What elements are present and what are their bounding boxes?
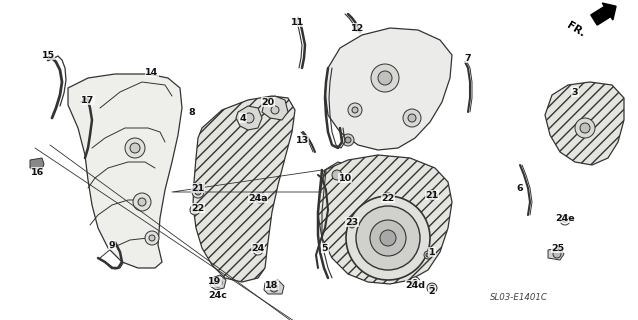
Circle shape bbox=[255, 193, 265, 203]
Text: 3: 3 bbox=[572, 87, 578, 97]
Text: 19: 19 bbox=[209, 277, 221, 286]
Polygon shape bbox=[193, 96, 295, 282]
Polygon shape bbox=[210, 275, 226, 290]
Circle shape bbox=[580, 123, 590, 133]
Circle shape bbox=[193, 208, 197, 212]
Circle shape bbox=[424, 251, 432, 259]
Circle shape bbox=[271, 106, 279, 114]
Circle shape bbox=[349, 222, 355, 228]
Circle shape bbox=[403, 109, 421, 127]
Polygon shape bbox=[262, 96, 288, 120]
Polygon shape bbox=[545, 82, 624, 165]
Circle shape bbox=[345, 137, 351, 143]
Text: 24e: 24e bbox=[555, 213, 575, 222]
Circle shape bbox=[427, 190, 437, 200]
Polygon shape bbox=[591, 3, 616, 25]
Circle shape bbox=[133, 193, 151, 211]
Text: 21: 21 bbox=[191, 183, 205, 193]
Circle shape bbox=[371, 64, 399, 92]
Text: 8: 8 bbox=[189, 108, 195, 116]
Text: 12: 12 bbox=[352, 23, 365, 33]
Circle shape bbox=[380, 230, 396, 246]
Circle shape bbox=[149, 235, 155, 241]
Circle shape bbox=[381, 193, 395, 207]
Circle shape bbox=[553, 250, 561, 258]
Text: 23: 23 bbox=[345, 218, 359, 227]
Text: 11: 11 bbox=[292, 18, 304, 27]
Text: 10: 10 bbox=[338, 173, 352, 182]
Circle shape bbox=[560, 215, 570, 225]
Polygon shape bbox=[30, 158, 44, 170]
Text: 24c: 24c bbox=[209, 291, 227, 300]
Circle shape bbox=[426, 253, 430, 257]
Text: 2: 2 bbox=[429, 286, 435, 295]
Circle shape bbox=[130, 143, 140, 153]
Text: 24: 24 bbox=[251, 244, 265, 252]
Text: 17: 17 bbox=[82, 95, 94, 105]
Text: 5: 5 bbox=[322, 244, 328, 252]
Circle shape bbox=[427, 283, 437, 293]
Circle shape bbox=[190, 205, 200, 215]
Polygon shape bbox=[236, 106, 262, 130]
Circle shape bbox=[138, 198, 146, 206]
Polygon shape bbox=[264, 280, 284, 294]
Text: 6: 6 bbox=[517, 183, 523, 193]
Text: 24d: 24d bbox=[405, 281, 425, 290]
Circle shape bbox=[214, 279, 222, 287]
Circle shape bbox=[356, 206, 420, 270]
Circle shape bbox=[563, 218, 567, 222]
Polygon shape bbox=[68, 74, 182, 268]
Circle shape bbox=[575, 118, 595, 138]
Circle shape bbox=[332, 170, 342, 180]
Text: 18: 18 bbox=[265, 281, 279, 290]
Circle shape bbox=[192, 186, 204, 198]
Circle shape bbox=[145, 231, 159, 245]
Circle shape bbox=[385, 197, 391, 203]
Circle shape bbox=[125, 138, 145, 158]
Circle shape bbox=[195, 189, 201, 195]
Text: 21: 21 bbox=[426, 190, 439, 199]
Polygon shape bbox=[322, 162, 352, 188]
Text: 25: 25 bbox=[551, 244, 565, 252]
Circle shape bbox=[410, 277, 420, 287]
Text: 13: 13 bbox=[295, 135, 309, 145]
Polygon shape bbox=[381, 192, 395, 204]
Circle shape bbox=[258, 196, 262, 201]
Circle shape bbox=[244, 113, 254, 123]
Text: SL03-E1401C: SL03-E1401C bbox=[490, 293, 548, 302]
Text: 4: 4 bbox=[240, 114, 246, 123]
Text: 15: 15 bbox=[41, 51, 55, 60]
Circle shape bbox=[352, 107, 358, 113]
Polygon shape bbox=[318, 155, 452, 284]
Text: 20: 20 bbox=[262, 98, 274, 107]
Circle shape bbox=[255, 247, 260, 252]
Text: 7: 7 bbox=[464, 53, 471, 62]
Circle shape bbox=[253, 245, 263, 255]
Text: 1: 1 bbox=[429, 247, 435, 257]
Text: 9: 9 bbox=[108, 241, 115, 250]
Text: 22: 22 bbox=[382, 194, 395, 203]
Circle shape bbox=[429, 285, 434, 291]
Circle shape bbox=[346, 196, 430, 280]
Circle shape bbox=[430, 193, 434, 197]
Circle shape bbox=[348, 103, 362, 117]
Polygon shape bbox=[548, 248, 564, 260]
Text: FR.: FR. bbox=[565, 20, 587, 39]
Circle shape bbox=[378, 71, 392, 85]
Circle shape bbox=[342, 134, 354, 146]
Circle shape bbox=[370, 220, 406, 256]
Text: 14: 14 bbox=[145, 68, 159, 76]
Polygon shape bbox=[325, 28, 452, 150]
Text: 24a: 24a bbox=[248, 194, 268, 203]
Circle shape bbox=[408, 114, 416, 122]
Text: 16: 16 bbox=[31, 167, 45, 177]
Text: 22: 22 bbox=[191, 204, 205, 212]
Polygon shape bbox=[192, 183, 204, 195]
Circle shape bbox=[270, 284, 278, 292]
Circle shape bbox=[413, 279, 417, 284]
